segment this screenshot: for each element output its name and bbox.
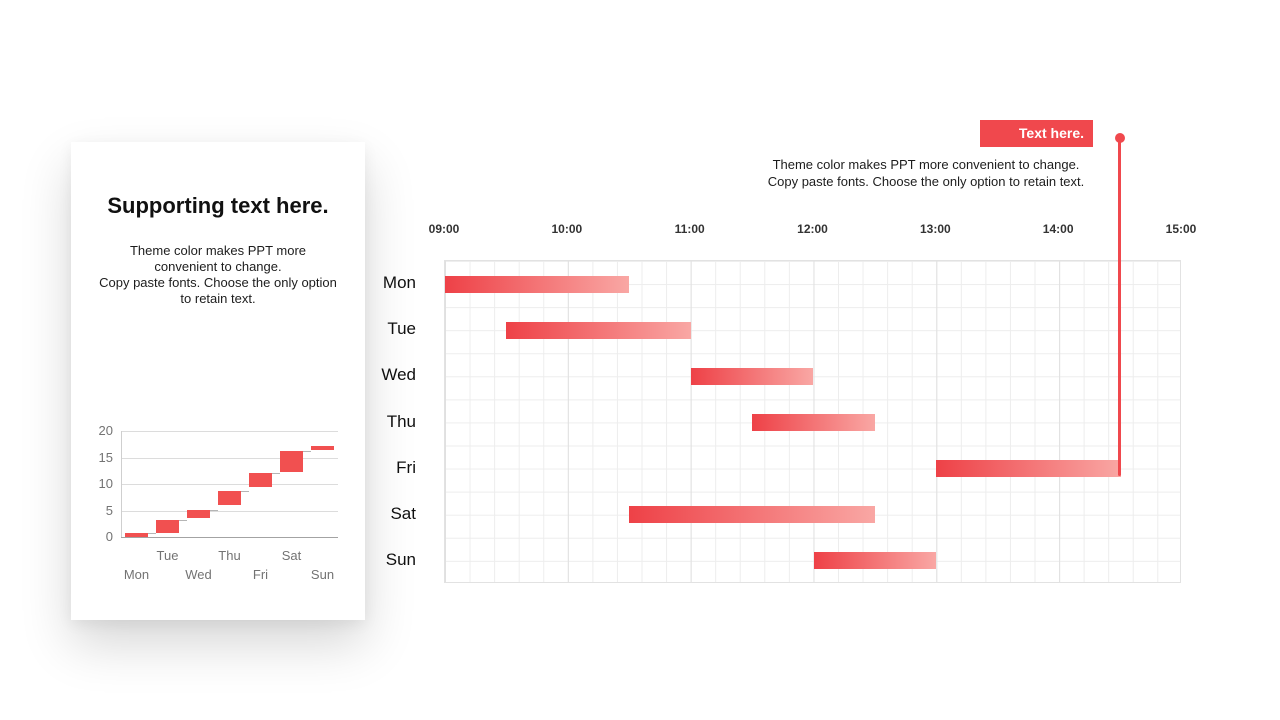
supporting-card: Supporting text here. Theme color makes …	[71, 142, 365, 620]
gantt-row-label-fri: Fri	[396, 457, 416, 477]
waterfall-gridline-10	[121, 484, 338, 485]
waterfall-xtick-mon: Mon	[123, 567, 150, 582]
waterfall-y-axis	[121, 431, 122, 537]
marker-dot-icon	[1114, 133, 1125, 143]
gantt-bar-sun	[813, 552, 937, 570]
gantt-bar-thu	[752, 414, 875, 431]
card-title: Supporting text here.	[107, 192, 329, 218]
waterfall-gridline-0	[121, 537, 338, 538]
time-label-1000: 10:00	[551, 222, 583, 236]
gantt-row-label-tue: Tue	[387, 319, 416, 339]
waterfall-ytick-20: 20	[98, 423, 113, 438]
waterfall-bar-fri	[249, 472, 272, 487]
gantt-row-label-sun: Sun	[385, 549, 416, 569]
waterfall-bar-tue	[156, 520, 179, 533]
time-label-1400: 14:00	[1042, 222, 1074, 236]
waterfall-gridline-20	[121, 431, 338, 432]
waterfall-connector-3	[210, 509, 218, 511]
gantt-bar-fri	[936, 460, 1121, 478]
gantt-row-label-wed: Wed	[381, 365, 416, 385]
callout-text: Theme color makes PPT more convenient to…	[756, 156, 1096, 190]
time-label-1200: 12:00	[797, 222, 828, 236]
card-body-text: Theme color makes PPT more convenient to …	[81, 243, 355, 307]
waterfall-ytick-10: 10	[98, 476, 113, 491]
waterfall-gridline-5	[121, 510, 338, 512]
waterfall-bar-sun	[311, 445, 334, 450]
time-label-1300: 13:00	[919, 222, 951, 236]
waterfall-xtick-wed: Wed	[185, 567, 212, 582]
waterfall-ytick-0: 0	[105, 529, 113, 544]
callout-text-line-1: Theme color makes PPT more convenient to…	[772, 157, 1080, 172]
callout-text-line-2: Copy paste fonts. Choose the only option…	[767, 174, 1085, 189]
gantt-plot	[444, 260, 1181, 583]
gantt-row-label-mon: Mon	[382, 273, 416, 293]
gantt-row-labels: Mon Tue Wed Thu Fri Sat Sun	[320, 260, 430, 583]
gantt-row-label-sat: Sat	[390, 503, 416, 523]
waterfall-bar-sat	[280, 450, 303, 472]
card-body-line-4: to retain text.	[180, 291, 256, 306]
waterfall-bar-wed	[187, 509, 210, 518]
marker-line	[1117, 138, 1122, 477]
waterfall-bar-thu	[218, 490, 241, 506]
time-label-1100: 11:00	[674, 222, 705, 236]
waterfall-xtick-sat: Sat	[281, 548, 302, 563]
gantt-bar-sat	[629, 506, 875, 524]
gantt-bar-mon	[445, 275, 630, 293]
waterfall-xtick-thu: Thu	[218, 548, 241, 563]
time-label-0900: 09:00	[428, 222, 460, 236]
callout-badge: Text here.	[980, 120, 1093, 147]
card-body-line-2: convenient to change.	[154, 259, 282, 274]
waterfall-connector-6	[303, 450, 311, 452]
waterfall-xtick-fri: Fri	[252, 567, 269, 582]
waterfall-ytick-5: 5	[105, 502, 113, 518]
waterfall-chart: 0 5 10 15 20 Mon Tue Wed Thu Fri Sat Sun	[99, 423, 338, 582]
waterfall-connector-1	[148, 532, 156, 534]
gantt-bar-tue	[506, 321, 691, 339]
gantt-row-label-thu: Thu	[386, 411, 416, 431]
gantt-bar-wed	[690, 367, 814, 385]
waterfall-connector-4	[241, 490, 249, 492]
waterfall-gridline-15	[121, 457, 338, 459]
waterfall-connector-2	[179, 520, 187, 522]
gantt-time-axis: 09:00 10:00 11:00 12:00 13:00 14:00 15:00	[429, 222, 1197, 238]
card-body-line-3: Copy paste fonts. Choose the only option	[99, 275, 337, 290]
card-body-line-1: Theme color makes PPT more	[129, 243, 307, 258]
waterfall-xtick-tue: Tue	[156, 548, 179, 563]
waterfall-connector-5	[272, 472, 280, 474]
time-label-1500: 15:00	[1165, 222, 1197, 236]
waterfall-ytick-15: 15	[98, 449, 113, 465]
waterfall-xtick-sun: Sun	[310, 567, 335, 582]
waterfall-bar-mon	[125, 532, 148, 537]
